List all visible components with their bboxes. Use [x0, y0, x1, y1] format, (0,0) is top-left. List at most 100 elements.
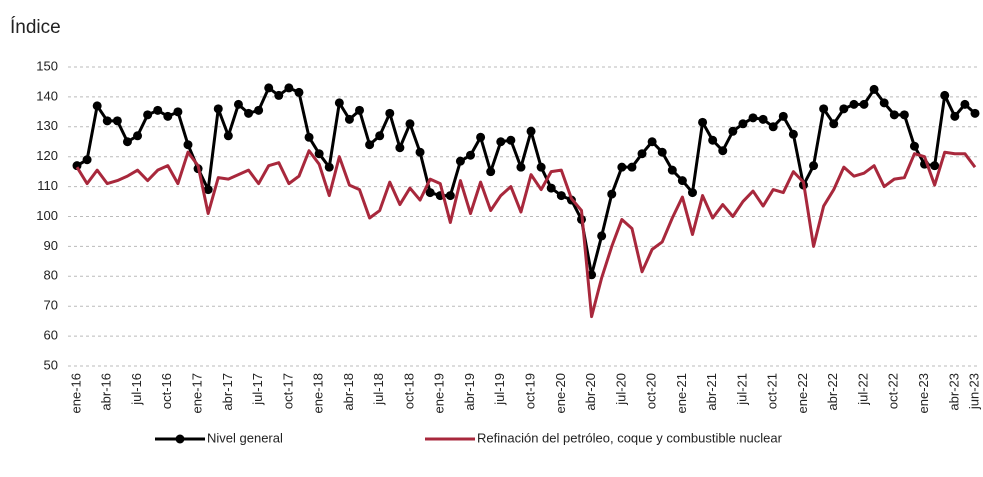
marker	[385, 108, 395, 118]
marker	[375, 131, 385, 141]
x-tick-label: ene-21	[674, 373, 689, 413]
marker	[183, 140, 193, 150]
x-tick-label: abr-22	[825, 373, 840, 411]
marker	[687, 188, 697, 198]
y-tick-label: 140	[36, 88, 58, 103]
marker	[445, 191, 455, 201]
y-tick-label: 110	[37, 178, 58, 193]
x-tick-label: oct-19	[522, 373, 537, 409]
marker	[365, 140, 375, 150]
x-tick-label: oct-16	[159, 373, 174, 409]
x-tick-label: abr-20	[583, 373, 598, 411]
marker	[667, 165, 677, 175]
x-tick-label: ene-17	[190, 373, 205, 413]
x-tick-label: abr-16	[99, 373, 114, 411]
marker	[304, 132, 314, 142]
marker	[970, 108, 980, 118]
marker	[809, 161, 819, 171]
marker	[213, 104, 223, 114]
marker	[940, 90, 950, 100]
x-tick-label: jul-22	[855, 373, 870, 406]
marker	[899, 110, 909, 120]
marker	[72, 161, 82, 171]
y-tick-label: 80	[44, 268, 58, 283]
marker	[516, 162, 526, 172]
x-tick-label: ene-19	[432, 373, 447, 413]
marker	[960, 99, 970, 109]
x-tick-label: oct-20	[644, 373, 659, 409]
marker	[698, 117, 708, 127]
series-line	[75, 149, 977, 319]
marker	[244, 108, 254, 118]
x-tick-label: oct-17	[280, 373, 295, 409]
marker	[627, 162, 637, 172]
marker	[264, 83, 274, 93]
marker	[647, 137, 657, 147]
marker	[153, 105, 163, 115]
x-tick-label: ene-18	[311, 373, 326, 413]
y-tick-label: 100	[36, 208, 58, 223]
marker	[768, 122, 778, 132]
marker	[496, 137, 506, 147]
marker	[748, 113, 758, 123]
marker	[143, 110, 153, 120]
x-tick-label: jul-21	[734, 373, 749, 406]
marker	[476, 132, 486, 142]
marker	[597, 231, 607, 241]
marker	[324, 162, 334, 172]
x-tick-label: jul-19	[492, 373, 507, 406]
marker	[203, 185, 213, 195]
legend-label: Nivel general	[207, 430, 283, 445]
x-tick-label: ene-22	[795, 373, 810, 413]
x-tick-label: abr-23	[946, 373, 961, 411]
x-tick-label: abr-18	[341, 373, 356, 411]
y-tick-label: 150	[36, 58, 58, 73]
y-tick-label: 130	[36, 118, 58, 133]
x-tick-label: jun-23	[966, 373, 981, 410]
marker	[829, 119, 839, 129]
marker	[617, 162, 627, 172]
y-tick-label: 60	[44, 328, 58, 343]
marker	[657, 147, 667, 157]
y-tick-label: 120	[36, 148, 58, 163]
x-tick-label: abr-17	[220, 373, 235, 411]
marker	[355, 105, 365, 115]
x-tick-label: jul-18	[371, 373, 386, 406]
marker	[909, 141, 919, 151]
x-tick-label: abr-19	[462, 373, 477, 411]
y-tick-label: 50	[44, 357, 58, 372]
marker	[425, 188, 435, 198]
x-tick-label: ene-16	[68, 373, 83, 413]
marker	[950, 111, 960, 121]
marker	[738, 119, 748, 129]
legend-marker	[175, 434, 185, 444]
marker	[133, 131, 143, 141]
marker	[556, 191, 566, 201]
marker	[849, 99, 859, 109]
marker	[758, 114, 768, 124]
marker	[415, 147, 425, 157]
x-tick-label: ene-20	[553, 373, 568, 413]
legend-label: Refinación del petróleo, coque y combust…	[477, 430, 783, 445]
marker	[223, 131, 233, 141]
marker	[344, 114, 354, 124]
x-tick-label: jul-17	[250, 373, 265, 406]
marker	[102, 116, 112, 126]
marker	[718, 146, 728, 156]
x-tick-label: jul-20	[613, 373, 628, 406]
marker	[607, 189, 617, 199]
marker	[637, 149, 647, 159]
marker	[526, 126, 536, 136]
marker	[506, 135, 516, 145]
x-tick-label: abr-21	[704, 373, 719, 411]
marker	[778, 111, 788, 121]
marker	[405, 119, 415, 129]
marker	[122, 137, 132, 147]
marker	[728, 126, 738, 136]
marker	[587, 270, 597, 280]
marker	[92, 101, 102, 111]
marker	[233, 99, 243, 109]
marker	[112, 116, 122, 126]
marker	[788, 129, 798, 139]
